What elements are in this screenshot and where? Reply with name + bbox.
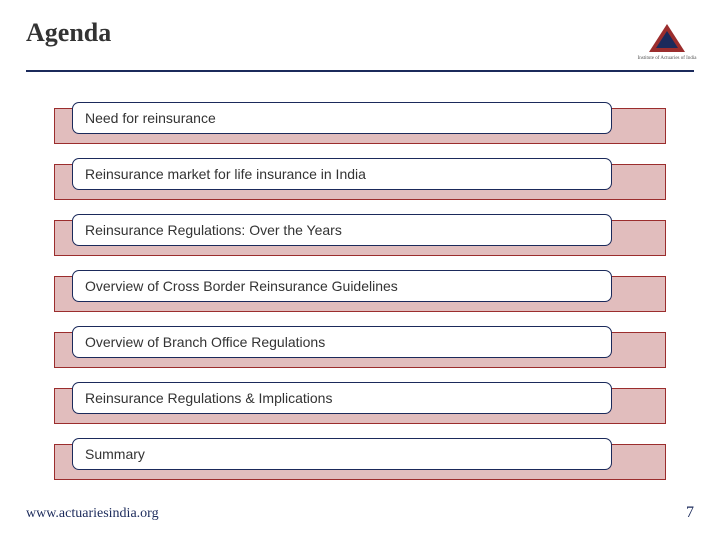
footer: www.actuariesindia.org 7 xyxy=(26,504,694,522)
item-box: Reinsurance Regulations & Implications xyxy=(72,382,612,414)
agenda-item: Reinsurance Regulations & Implications xyxy=(54,382,666,424)
logo-caption: Institute of Actuaries of India xyxy=(638,56,697,61)
header: Agenda Institute of Actuaries of India xyxy=(26,18,694,74)
item-label: Need for reinsurance xyxy=(85,110,216,126)
org-logo: Institute of Actuaries of India xyxy=(640,18,694,66)
agenda-item: Overview of Cross Border Reinsurance Gui… xyxy=(54,270,666,312)
item-label: Overview of Branch Office Regulations xyxy=(85,334,325,350)
slide: Agenda Institute of Actuaries of India N… xyxy=(0,0,720,540)
item-box: Overview of Cross Border Reinsurance Gui… xyxy=(72,270,612,302)
agenda-item: Reinsurance market for life insurance in… xyxy=(54,158,666,200)
item-label: Reinsurance Regulations: Over the Years xyxy=(85,222,342,238)
agenda-item: Reinsurance Regulations: Over the Years xyxy=(54,214,666,256)
item-box: Reinsurance Regulations: Over the Years xyxy=(72,214,612,246)
agenda-item: Need for reinsurance xyxy=(54,102,666,144)
agenda-list: Need for reinsurance Reinsurance market … xyxy=(26,72,694,480)
logo-triangle-icon xyxy=(647,24,687,54)
item-label: Reinsurance Regulations & Implications xyxy=(85,390,332,406)
item-box: Summary xyxy=(72,438,612,470)
agenda-item: Overview of Branch Office Regulations xyxy=(54,326,666,368)
item-label: Summary xyxy=(85,446,145,462)
page-title: Agenda xyxy=(26,18,111,48)
page-number: 7 xyxy=(686,504,694,522)
item-label: Reinsurance market for life insurance in… xyxy=(85,166,366,182)
footer-url: www.actuariesindia.org xyxy=(26,506,159,522)
item-box: Reinsurance market for life insurance in… xyxy=(72,158,612,190)
item-box: Need for reinsurance xyxy=(72,102,612,134)
agenda-item: Summary xyxy=(54,438,666,480)
item-label: Overview of Cross Border Reinsurance Gui… xyxy=(85,278,398,294)
item-box: Overview of Branch Office Regulations xyxy=(72,326,612,358)
